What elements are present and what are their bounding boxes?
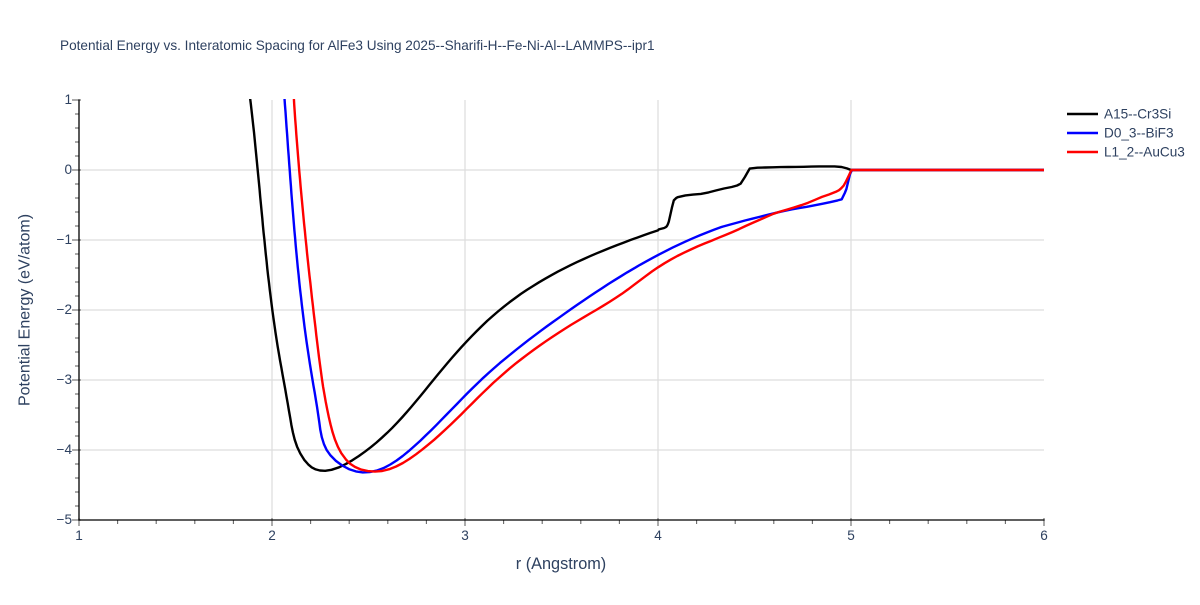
svg-text:Potential Energy (eV/atom): Potential Energy (eV/atom): [17, 214, 34, 406]
svg-text:1: 1: [75, 528, 83, 543]
svg-text:L1_2--AuCu3: L1_2--AuCu3: [1104, 145, 1185, 160]
svg-text:−5: −5: [57, 512, 73, 527]
svg-text:−2: −2: [57, 302, 73, 317]
svg-text:D0_3--BiF3: D0_3--BiF3: [1104, 126, 1174, 141]
svg-text:Potential Energy vs. Interatom: Potential Energy vs. Interatomic Spacing…: [60, 38, 655, 53]
svg-text:−1: −1: [57, 232, 73, 247]
svg-text:5: 5: [847, 528, 855, 543]
svg-text:3: 3: [461, 528, 469, 543]
svg-text:−3: −3: [57, 372, 73, 387]
svg-text:1: 1: [64, 92, 72, 107]
svg-text:−4: −4: [57, 442, 73, 457]
svg-text:2: 2: [268, 528, 276, 543]
svg-text:4: 4: [654, 528, 662, 543]
svg-text:r (Angstrom): r (Angstrom): [516, 555, 606, 573]
svg-text:0: 0: [64, 162, 72, 177]
svg-text:6: 6: [1040, 528, 1048, 543]
svg-text:A15--Cr3Si: A15--Cr3Si: [1104, 107, 1171, 122]
